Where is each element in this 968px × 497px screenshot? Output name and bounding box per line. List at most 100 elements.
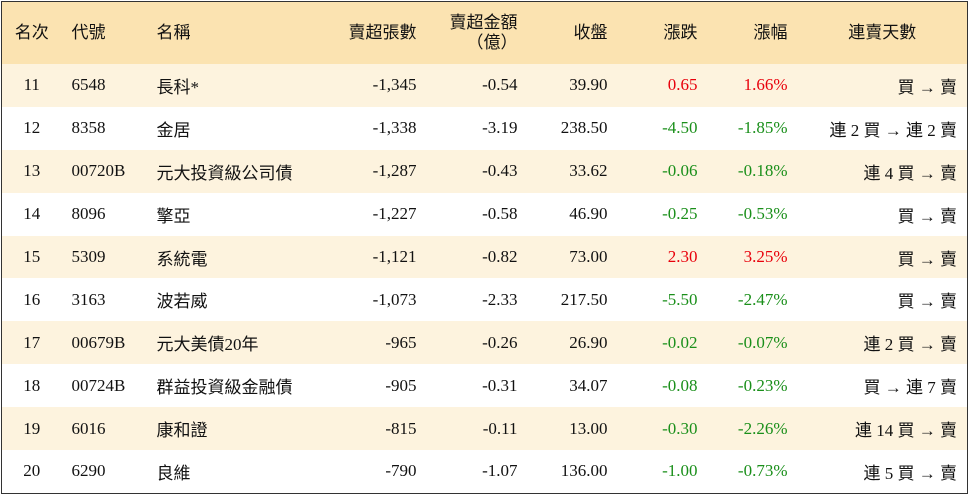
table-cell: 00679B: [61, 321, 147, 365]
table-cell: 1.66%: [707, 64, 798, 107]
table-row: 12 8358 金居 -1,338 -3.19 238.50 -4.50 -1.85% 連 2 …: [2, 107, 968, 150]
table-cell: 連 2 買 → 賣: [797, 321, 968, 365]
table-cell: 買 → 連 7 賣: [863, 378, 958, 398]
table-cell: 良維: [156, 463, 191, 483]
table-cell: 6016: [61, 407, 147, 451]
table-cell: 26.90: [527, 321, 618, 365]
table-cell: 連 2 買 → 連 2 賣: [829, 120, 958, 140]
header-cell: 連賣天數: [797, 1, 968, 64]
table-cell: 康和證: [146, 407, 332, 451]
table-cell: 12: [23, 118, 41, 138]
table-cell: 5309: [61, 235, 147, 279]
table-cell: 群益投資級金融債: [156, 378, 293, 398]
table-row: 20 6290 良維 -790 -1.07 136.00 -1.00 -0.73% 連 5 買 …: [2, 450, 968, 493]
header-cell: 名稱: [146, 1, 332, 64]
table-cell: -1.85%: [737, 118, 788, 138]
table-cell: -1.07: [482, 461, 518, 481]
header-cell: 賣超張數: [331, 1, 427, 64]
table-cell: 元大投資級公司債: [146, 149, 332, 193]
table-cell: 15: [1, 235, 62, 279]
table-cell: 33.62: [527, 149, 618, 193]
table-cell: -0.06: [617, 149, 708, 193]
table-cell: 連 4 買 → 賣: [797, 149, 968, 193]
table-cell: -0.08: [662, 375, 698, 395]
table-cell: -0.30: [617, 407, 708, 451]
table-cell: -0.25: [662, 204, 698, 224]
header-row: 名次 代號 名稱 賣超張數 賣超金額 （億） 收盤 漲跌 漲幅 連賣天數: [1, 1, 968, 64]
table-row: 11 6548 長科* -1,345 -0.54 39.90 0.65 1.66% 買 → 賣: [1, 64, 968, 107]
table-cell: 6290: [71, 461, 106, 481]
table-cell: 連 14 買 → 賣: [797, 407, 968, 451]
table-cell: 8096: [71, 204, 106, 224]
table-cell: -815: [331, 407, 427, 451]
table-cell: 20: [23, 461, 41, 481]
table-cell: 買 → 賣: [897, 292, 958, 312]
table-cell: 00720B: [61, 149, 147, 193]
table-cell: 17: [1, 321, 62, 365]
table-cell: 2.30: [617, 235, 708, 279]
table-cell: -3.19: [482, 118, 518, 138]
table-cell: -2.47%: [737, 289, 788, 309]
table-cell: -1,073: [372, 289, 417, 309]
table-cell: -0.26: [426, 321, 528, 365]
table-cell: -5.50: [662, 289, 698, 309]
table-row: 15 5309 系統電 -1,121 -0.82 73.00 2.30 3.25% 買 → 賣: [1, 235, 968, 279]
table-cell: 買 → 賣: [897, 206, 958, 226]
table-cell: 6548: [61, 64, 147, 107]
table-row: 13 00720B 元大投資級公司債 -1,287 -0.43 33.62 -0.06 -0.…: [1, 149, 968, 193]
table-cell: -0.53%: [737, 204, 788, 224]
table-cell: -1.00: [662, 461, 698, 481]
table-cell: 連 5 買 → 賣: [863, 463, 958, 483]
table-cell: 73.00: [527, 235, 618, 279]
header-cell: 代號: [61, 1, 147, 64]
table-cell: -0.23%: [737, 375, 788, 395]
table-cell: 0.65: [617, 64, 708, 107]
table-cell: -0.31: [482, 375, 518, 395]
table-cell: -1,345: [331, 64, 427, 107]
table-cell: 13: [1, 149, 62, 193]
header-cell: 收盤: [527, 1, 618, 64]
table-cell: 11: [1, 64, 62, 107]
table-cell: 19: [1, 407, 62, 451]
table-cell: 16: [23, 289, 41, 309]
table-cell: 系統電: [146, 235, 332, 279]
table-row: 19 6016 康和證 -815 -0.11 13.00 -0.30 -2.26% 連 14 買…: [1, 407, 968, 451]
table-cell: -0.54: [426, 64, 528, 107]
table-cell: -0.02: [617, 321, 708, 365]
header-cell: 漲幅: [707, 1, 798, 64]
table-cell: 136.00: [560, 461, 608, 481]
table-cell: -2.26%: [707, 407, 798, 451]
table-cell: 46.90: [569, 204, 608, 224]
table-cell: 34.07: [569, 375, 608, 395]
table-cell: 3163: [71, 289, 106, 309]
table-cell: 長科*: [146, 64, 332, 107]
table-cell: -1,121: [331, 235, 427, 279]
table-cell: 238.50: [560, 118, 608, 138]
table-cell: 00724B: [71, 375, 126, 395]
table-cell: 39.90: [527, 64, 618, 107]
header-cell: 賣超金額 （億）: [426, 1, 528, 64]
table-cell: 14: [23, 204, 41, 224]
table-cell: -905: [385, 375, 417, 395]
table-row: 17 00679B 元大美債20年 -965 -0.26 26.90 -0.02 -0.07%…: [1, 321, 968, 365]
table-cell: -965: [331, 321, 427, 365]
table-cell: 217.50: [560, 289, 608, 309]
table-cell: -2.33: [482, 289, 518, 309]
table-cell: 元大美債20年: [146, 321, 332, 365]
table-cell: -0.43: [426, 149, 528, 193]
table-cell: -0.82: [426, 235, 528, 279]
table-cell: -0.07%: [707, 321, 798, 365]
header-cell: 漲跌: [617, 1, 708, 64]
table-row: 16 3163 波若威 -1,073 -2.33 217.50 -5.50 -2.47% 買 →…: [2, 278, 968, 321]
table-cell: -1,287: [331, 149, 427, 193]
table-cell: 買 → 賣: [797, 235, 968, 279]
table-cell: 金居: [156, 120, 191, 140]
table-cell: 波若威: [156, 292, 208, 312]
table-cell: 18: [23, 375, 41, 395]
table-cell: -1,227: [372, 204, 417, 224]
table-cell: -0.18%: [707, 149, 798, 193]
header-cell: 名次: [1, 1, 62, 64]
